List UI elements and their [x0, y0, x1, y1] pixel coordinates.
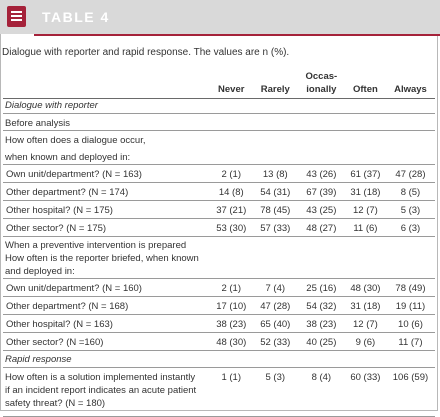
data-table: Never Rarely Occas- ionally Often Always…	[3, 66, 435, 417]
before-analysis-text: Before analysis	[3, 113, 435, 131]
cell-always: 11 (7)	[385, 332, 435, 351]
cell-always: 5 (3)	[385, 200, 435, 219]
cell-occasionally: 25 (16)	[297, 278, 345, 297]
text-row: How often does a dialogue occur, when kn…	[3, 130, 435, 165]
cell-occasionally: 40 (25)	[297, 332, 345, 351]
header-rule	[34, 34, 440, 36]
cell-rarely: 54 (31)	[252, 182, 298, 201]
cell-always: 8 (5)	[385, 182, 435, 201]
cell-never: 38 (23)	[209, 314, 253, 333]
text-row: When a preventive intervention is prepar…	[3, 236, 435, 279]
cell-often: 60 (33)	[344, 367, 386, 417]
occasionally-label: Occas- ionally	[305, 71, 338, 95]
row-label: Other sector? (N = 175)	[3, 218, 210, 237]
cell-always: 6 (3)	[385, 218, 435, 237]
table-row: Other hospital? (N = 163) 38 (23) 65 (40) 3…	[3, 314, 435, 333]
cell-often: 31 (18)	[344, 182, 386, 201]
briefing-rows: Own unit/department? (N = 160) 2 (1) 7 (4)…	[3, 278, 435, 351]
cell-often: 12 (7)	[344, 314, 386, 333]
column-header-occasionally: Occas- ionally	[297, 66, 345, 99]
cell-rarely: 78 (45)	[252, 200, 298, 219]
cell-rarely: 5 (3)	[252, 367, 298, 417]
cell-never: 48 (30)	[209, 332, 253, 351]
table-row: Other sector? (N =160) 48 (30) 52 (33) 40 (…	[3, 332, 435, 351]
cell-rarely: 57 (33)	[252, 218, 298, 237]
column-header-often: Often	[344, 66, 386, 99]
cell-occasionally: 67 (39)	[297, 182, 345, 201]
column-header-never: Never	[209, 66, 253, 99]
cell-always: 78 (49)	[385, 278, 435, 297]
cell-occasionally: 48 (27)	[297, 218, 345, 237]
table-title: TABLE 4	[42, 9, 110, 25]
cell-rarely: 13 (8)	[252, 164, 298, 183]
table-row: Own unit/department? (N = 160) 2 (1) 7 (4)…	[3, 278, 435, 297]
cell-often: 11 (6)	[344, 218, 386, 237]
cell-often: 9 (6)	[344, 332, 386, 351]
cell-never: 14 (8)	[209, 182, 253, 201]
table-row: Other hospital? (N = 175) 37 (21) 78 (45) 4…	[3, 200, 435, 219]
row-label: Other department? (N = 174)	[3, 182, 210, 201]
cell-occasionally: 43 (26)	[297, 164, 345, 183]
section-rapid: Rapid response	[3, 350, 435, 368]
dialogue-rows: Own unit/department? (N = 163) 2 (1) 13 (8…	[3, 164, 435, 237]
cell-occasionally: 54 (32)	[297, 296, 345, 315]
cell-rarely: 52 (33)	[252, 332, 298, 351]
section-dialogue: Dialogue with reporter	[5, 100, 98, 111]
cell-rarely: 7 (4)	[252, 278, 298, 297]
cell-often: 48 (30)	[344, 278, 386, 297]
cell-rarely: 47 (28)	[252, 296, 298, 315]
cell-always: 106 (59)	[385, 367, 435, 417]
cell-occasionally: 38 (23)	[297, 314, 345, 333]
table-row: Own unit/department? (N = 163) 2 (1) 13 (8…	[3, 164, 435, 183]
cell-often: 31 (18)	[344, 296, 386, 315]
row-label: Own unit/department? (N = 163)	[3, 164, 210, 183]
cell-rarely: 65 (40)	[252, 314, 298, 333]
cell-never: 2 (1)	[209, 164, 253, 183]
cell-often: 61 (37)	[344, 164, 386, 183]
cell-always: 47 (28)	[385, 164, 435, 183]
section-row: Dialogue with reporter	[3, 99, 435, 114]
table-row: Other department? (N = 174) 14 (8) 54 (31)…	[3, 182, 435, 201]
column-header-always: Always	[385, 66, 435, 99]
cell-always: 19 (11)	[385, 296, 435, 315]
column-header-rarely: Rarely	[252, 66, 298, 99]
row-label: Other department? (N = 168)	[3, 296, 210, 315]
row-label: Own unit/department? (N = 160)	[3, 278, 210, 297]
table-row: Other sector? (N = 175) 53 (30) 57 (33) 48 …	[3, 218, 435, 237]
text-row: Before analysis	[3, 113, 435, 131]
dialogue-question-text: How often does a dialogue occur, when kn…	[3, 130, 435, 165]
rapid-response-question: How often is a solution implemented inst…	[3, 367, 210, 417]
cell-occasionally: 8 (4)	[297, 367, 345, 417]
cell-never: 37 (21)	[209, 200, 253, 219]
cell-never: 1 (1)	[209, 367, 253, 417]
cell-never: 53 (30)	[209, 218, 253, 237]
cell-always: 10 (6)	[385, 314, 435, 333]
cell-occasionally: 43 (25)	[297, 200, 345, 219]
table-caption: Dialogue with reporter and rapid respons…	[2, 47, 290, 58]
row-label: Other hospital? (N = 163)	[3, 314, 210, 333]
section-row: Rapid response	[3, 350, 435, 368]
row-label: Other hospital? (N = 175)	[3, 200, 210, 219]
document-icon	[7, 6, 26, 27]
header-row: Never Rarely Occas- ionally Often Always	[3, 66, 435, 99]
cell-often: 12 (7)	[344, 200, 386, 219]
row-label: Other sector? (N =160)	[3, 332, 210, 351]
briefing-question-text: When a preventive intervention is prepar…	[3, 236, 435, 279]
rapid-response-row: How often is a solution implemented inst…	[3, 367, 435, 417]
table-row: Other department? (N = 168) 17 (10) 47 (28…	[3, 296, 435, 315]
table-header: TABLE 4	[0, 0, 440, 34]
cell-never: 17 (10)	[209, 296, 253, 315]
cell-never: 2 (1)	[209, 278, 253, 297]
